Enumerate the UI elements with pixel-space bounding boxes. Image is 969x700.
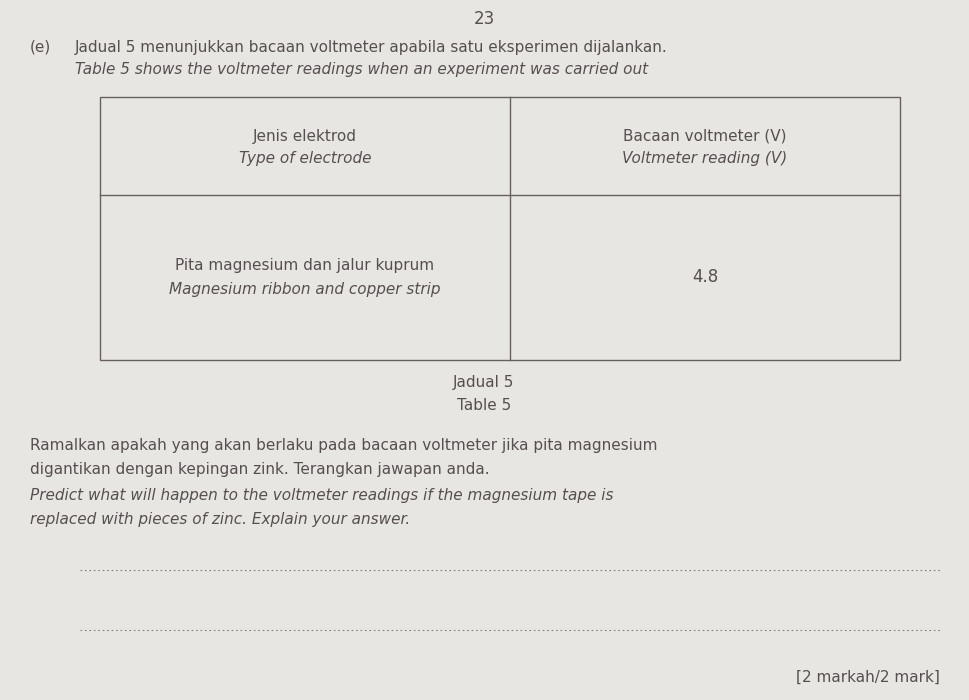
Text: Bacaan voltmeter (V): Bacaan voltmeter (V) [623,129,787,144]
Text: Jadual 5: Jadual 5 [453,375,515,390]
Text: Table 5: Table 5 [456,398,511,413]
Text: replaced with pieces of zinc. Explain your answer.: replaced with pieces of zinc. Explain yo… [30,512,410,527]
Text: Voltmeter reading (V): Voltmeter reading (V) [622,150,788,165]
Text: 4.8: 4.8 [692,269,718,286]
Bar [100,97,900,360]
Text: Ramalkan apakah yang akan berlaku pada bacaan voltmeter jika pita magnesium: Ramalkan apakah yang akan berlaku pada b… [30,438,658,453]
Text: Predict what will happen to the voltmeter readings if the magnesium tape is: Predict what will happen to the voltmete… [30,488,613,503]
Text: digantikan dengan kepingan zink. Terangkan jawapan anda.: digantikan dengan kepingan zink. Terangk… [30,462,489,477]
Text: (e): (e) [30,40,51,55]
Text: Jadual 5 menunjukkan bacaan voltmeter apabila satu eksperimen dijalankan.: Jadual 5 menunjukkan bacaan voltmeter ap… [75,40,668,55]
Text: 23: 23 [474,10,494,28]
Text: Pita magnesium dan jalur kuprum: Pita magnesium dan jalur kuprum [175,258,434,273]
Text: [2 markah/2 mark]: [2 markah/2 mark] [797,670,940,685]
Text: Table 5 shows the voltmeter readings when an experiment was carried out: Table 5 shows the voltmeter readings whe… [75,62,648,77]
Text: Magnesium ribbon and copper strip: Magnesium ribbon and copper strip [170,282,441,297]
Text: Jenis elektrod: Jenis elektrod [253,129,357,144]
Text: Type of electrode: Type of electrode [238,150,371,165]
